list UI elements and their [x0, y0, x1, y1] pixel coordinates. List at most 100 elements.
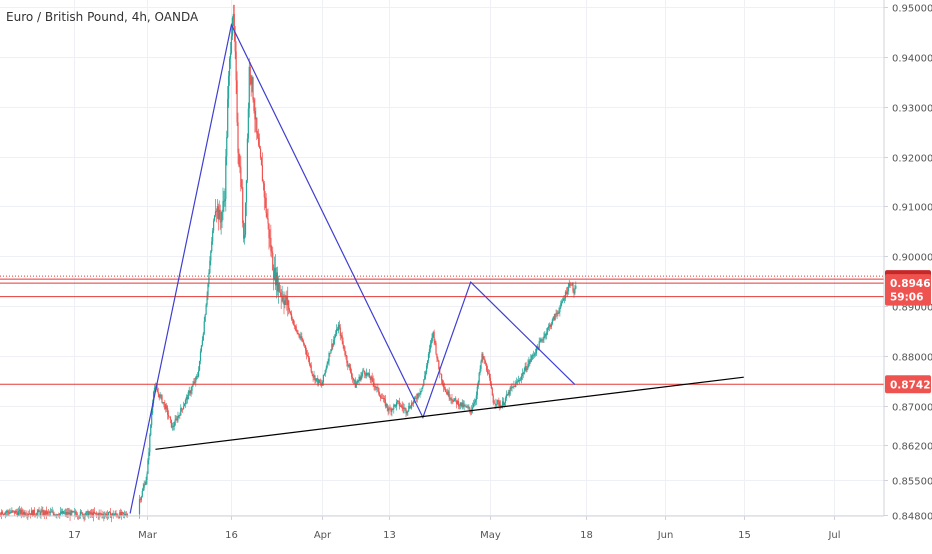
- candle-body: [313, 375, 315, 378]
- candle-body: [482, 353, 484, 359]
- candle-body: [521, 373, 523, 377]
- candle-body: [505, 394, 507, 399]
- trendline[interactable]: [155, 376, 744, 450]
- candle-body: [283, 301, 285, 305]
- y-tick-label: 0.86200: [892, 442, 932, 453]
- candle-body: [199, 351, 202, 361]
- candle-body: [472, 403, 475, 408]
- candle-body: [277, 282, 279, 292]
- candle-body: [426, 360, 429, 366]
- candle-body: [81, 512, 83, 517]
- candle-body: [510, 387, 512, 389]
- candle-body: [517, 380, 520, 382]
- candle-body: [436, 353, 438, 359]
- candle-body: [5, 512, 7, 514]
- candle-body: [319, 379, 321, 383]
- candle-body: [364, 370, 366, 375]
- candle-body: [16, 512, 19, 516]
- candle-body: [540, 339, 542, 342]
- candle-body: [360, 375, 362, 381]
- candle-body: [558, 311, 560, 313]
- time-axis[interactable]: 17 Mar 16 Apr 13 May 18 Jun 15 Jul: [68, 516, 841, 541]
- candle-body: [394, 404, 396, 406]
- candle-body: [546, 332, 548, 336]
- candle-body: [25, 515, 27, 516]
- candle-body: [77, 516, 80, 517]
- candle-body: [487, 373, 490, 375]
- candle-body: [415, 397, 417, 399]
- candle-body: [175, 418, 177, 420]
- candle-body: [298, 334, 300, 337]
- candle-body: [555, 313, 557, 315]
- candle-body: [9, 512, 11, 514]
- candle-body: [288, 300, 290, 310]
- candle-body: [166, 405, 168, 409]
- candle-body: [201, 340, 203, 346]
- candle-body: [46, 511, 49, 515]
- candle-body: [396, 400, 399, 403]
- candle-body: [11, 510, 13, 513]
- candle-body: [554, 313, 556, 320]
- candle-body: [498, 401, 500, 406]
- candle-body: [262, 181, 264, 184]
- candle-body: [18, 509, 20, 512]
- candle-body: [431, 333, 433, 342]
- candle-body: [462, 402, 464, 407]
- candle-body: [247, 108, 249, 139]
- candle-body: [222, 201, 224, 212]
- candle-body: [63, 512, 66, 514]
- candle-body: [263, 183, 265, 198]
- candle-body: [261, 165, 264, 182]
- candle-body: [476, 386, 478, 396]
- candle-body: [27, 514, 29, 516]
- candle-body: [492, 395, 494, 403]
- candle-body: [561, 301, 563, 304]
- price-axis[interactable]: 0.95000 0.94000 0.93000 0.92000 0.91000 0.900…: [884, 4, 932, 523]
- candle-body: [114, 513, 116, 515]
- candle-body: [356, 382, 358, 384]
- candle-body: [213, 220, 215, 231]
- price-label-text: 0.87427: [890, 379, 932, 391]
- candle-body: [385, 403, 387, 407]
- candle-body: [197, 376, 199, 377]
- candle-body: [64, 511, 66, 513]
- candle-body: [286, 296, 288, 306]
- candle-body: [434, 341, 436, 344]
- candle-body: [493, 402, 495, 404]
- candle-body: [50, 511, 52, 513]
- pattern-polyline[interactable]: [129, 23, 576, 514]
- candle-body: [14, 510, 16, 514]
- candle-body: [532, 355, 534, 357]
- candle-body: [198, 360, 201, 371]
- x-tick-label: 16: [225, 530, 238, 541]
- candle-body: [496, 400, 498, 405]
- candle-body: [26, 515, 28, 516]
- candle-body: [144, 484, 146, 486]
- candle-body: [497, 400, 499, 402]
- candle-body: [407, 410, 409, 413]
- candle-body: [86, 511, 88, 513]
- candle-body: [200, 345, 203, 352]
- candle-body: [465, 405, 467, 408]
- candle-body: [575, 285, 577, 289]
- candle-body: [181, 408, 183, 409]
- candle-body: [484, 359, 486, 364]
- candle-body: [4, 512, 6, 515]
- candle-body: [296, 330, 298, 334]
- horizontal-levels: [0, 275, 884, 385]
- candle-body: [444, 388, 446, 392]
- candle-body: [322, 374, 325, 383]
- candle-body: [215, 211, 218, 213]
- candle-body: [338, 324, 340, 328]
- candle-body: [99, 513, 101, 514]
- candle-body: [525, 366, 527, 371]
- candle-body: [509, 387, 511, 395]
- candle-body: [88, 513, 90, 517]
- candle-body: [53, 513, 55, 516]
- candle-body: [427, 353, 430, 361]
- candle-body: [512, 386, 514, 388]
- candle-body: [507, 392, 509, 396]
- candle-body: [483, 358, 485, 360]
- candle-body: [530, 358, 532, 362]
